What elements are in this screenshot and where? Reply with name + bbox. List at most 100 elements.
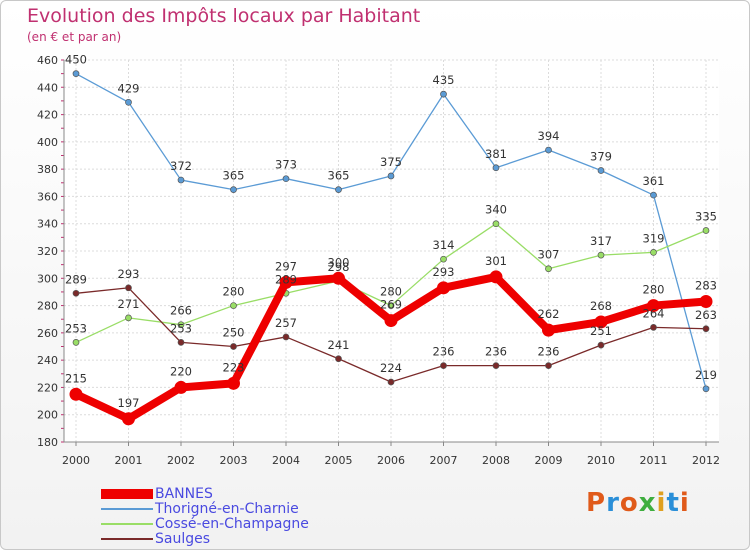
data-point xyxy=(387,302,395,309)
data-label: 361 xyxy=(643,174,665,188)
data-point xyxy=(125,284,132,292)
data-label: 264 xyxy=(643,306,665,320)
x-tick-label: 2010 xyxy=(587,454,615,467)
data-label: 253 xyxy=(170,321,192,335)
x-tick-label: 2005 xyxy=(325,454,353,467)
y-tick-label: 300 xyxy=(37,272,58,285)
data-point xyxy=(227,376,240,390)
data-point xyxy=(440,255,447,263)
y-tick-label: 180 xyxy=(37,436,58,449)
data-point xyxy=(72,339,80,346)
data-point xyxy=(702,227,710,234)
data-point xyxy=(597,341,605,349)
data-point xyxy=(282,333,290,341)
data-point xyxy=(177,176,185,184)
data-label: 300 xyxy=(328,255,350,269)
y-tick-label: 260 xyxy=(37,327,58,340)
series-thorign-en-charnie xyxy=(72,70,710,393)
y-tick-label: 380 xyxy=(37,163,58,176)
data-point xyxy=(122,412,135,426)
data-point xyxy=(230,343,237,350)
data-point xyxy=(282,175,290,183)
y-tick-label: 340 xyxy=(37,218,58,231)
data-label: 283 xyxy=(695,278,717,292)
data-point xyxy=(594,315,608,329)
y-tick-label: 440 xyxy=(37,81,58,94)
data-label: 266 xyxy=(170,304,192,318)
data-label: 271 xyxy=(118,297,140,311)
data-label: 268 xyxy=(590,299,612,313)
data-label: 317 xyxy=(590,234,612,248)
data-label: 429 xyxy=(118,81,140,95)
data-label: 335 xyxy=(695,210,717,224)
legend-swatch xyxy=(101,523,153,525)
legend-label: Thorigné-en-Charnie xyxy=(155,501,299,517)
data-label: 236 xyxy=(433,345,455,359)
data-label: 297 xyxy=(275,259,297,273)
y-tick-label: 460 xyxy=(37,54,58,67)
data-point xyxy=(647,299,660,313)
data-label: 307 xyxy=(538,248,560,262)
x-tick-label: 2006 xyxy=(377,454,405,467)
data-point xyxy=(174,380,188,394)
data-point xyxy=(699,294,713,308)
y-tick-label: 280 xyxy=(37,300,58,313)
data-point xyxy=(230,186,237,193)
data-point xyxy=(279,275,293,289)
x-tick-label: 2012 xyxy=(692,454,720,467)
data-label: 251 xyxy=(590,324,612,338)
data-point xyxy=(545,146,552,154)
data-point xyxy=(335,186,342,193)
data-point xyxy=(177,321,185,329)
x-tick-label: 2009 xyxy=(535,454,563,467)
legend-swatch xyxy=(101,508,153,510)
data-point xyxy=(650,249,657,256)
data-label: 280 xyxy=(380,285,402,299)
data-point xyxy=(335,355,342,363)
data-label: 280 xyxy=(643,283,665,297)
series-saulges xyxy=(72,284,710,386)
data-point xyxy=(387,172,395,180)
x-tick-label: 2004 xyxy=(272,454,300,467)
data-label: 340 xyxy=(485,203,507,217)
data-label: 450 xyxy=(65,53,87,67)
data-label: 319 xyxy=(643,231,665,245)
data-point xyxy=(72,70,80,77)
x-tick-label: 2002 xyxy=(167,454,195,467)
data-label: 262 xyxy=(538,307,560,321)
data-point xyxy=(492,164,500,172)
data-point xyxy=(125,98,132,106)
data-label: 365 xyxy=(328,169,350,183)
data-point xyxy=(492,362,500,369)
legend-label: Cossé-en-Champagne xyxy=(155,516,309,532)
legend-label: BANNES xyxy=(155,486,213,502)
chart-subtitle: (en € et par an) xyxy=(27,30,122,44)
data-point xyxy=(230,302,237,309)
data-label: 269 xyxy=(380,298,402,312)
data-label: 223 xyxy=(223,360,245,374)
data-point xyxy=(650,191,657,199)
x-tick-label: 2008 xyxy=(482,454,510,467)
data-label: 289 xyxy=(65,272,87,286)
legend-swatch xyxy=(101,538,153,540)
data-label: 220 xyxy=(170,364,192,378)
data-label: 293 xyxy=(118,267,140,281)
legend-swatch xyxy=(101,489,153,499)
data-point xyxy=(440,362,447,369)
data-label: 435 xyxy=(433,73,455,87)
data-label: 298 xyxy=(328,260,350,274)
y-tick-label: 200 xyxy=(37,409,58,422)
data-label: 293 xyxy=(433,265,455,279)
data-label: 381 xyxy=(485,147,507,161)
y-tick-label: 420 xyxy=(37,109,58,122)
y-tick-label: 400 xyxy=(37,136,58,149)
data-label: 379 xyxy=(590,150,612,164)
data-label: 373 xyxy=(275,158,297,172)
chart-title: Evolution des Impôts locaux par Habitant xyxy=(27,5,421,27)
data-label: 394 xyxy=(538,129,560,143)
data-point xyxy=(125,314,132,322)
x-tick-label: 2007 xyxy=(430,454,458,467)
y-tick-label: 360 xyxy=(37,190,58,203)
data-point xyxy=(332,271,345,285)
